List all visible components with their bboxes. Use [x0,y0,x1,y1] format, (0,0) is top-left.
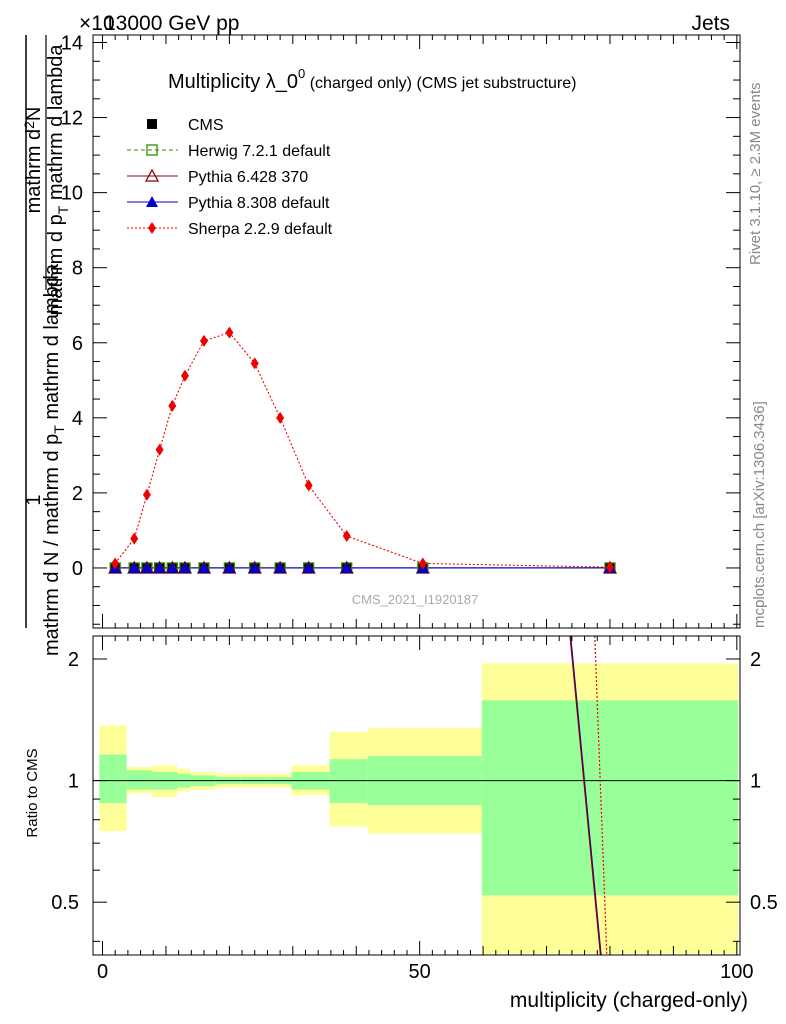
rivet-label: Rivet 3.1.10, ≥ 2.3M events [747,83,764,266]
ratio-plot-area: 0 50 100 0.5 0.5 1 1 2 2 [51,635,778,983]
analysis-watermark: CMS_2021_I1920187 [352,592,479,607]
process-label: Jets [691,12,730,35]
legend: CMS Herwig 7.2.1 default Pythia 6.428 370 P… [127,117,333,238]
legend-label-cms: CMS [188,117,224,134]
legend-label-sherpa-2-2-9-default: Sherpa 2.2.9 default [188,221,333,238]
x-tick-label: 100 [720,961,753,983]
x-tick-label: 0 [97,961,108,983]
y-tick-label: 8 [72,258,83,280]
point-pythia-8-308-default [153,561,166,573]
main-plot-frame [92,34,741,629]
point-pythia-8-308-default [178,561,191,573]
y-tick-label: 10 [61,183,83,205]
ratio-y-tick-label-right: 0.5 [750,892,778,914]
point-sherpa-2-2-9-default [276,411,285,424]
point-sherpa-2-2-9-default [418,557,427,570]
legend-label-pythia-6-428-370: Pythia 6.428 370 [188,169,308,186]
y-tick-label: 12 [61,108,83,130]
legend-marker-herwig-7-2-1-default [146,144,158,156]
legend-marker-pythia-6-428-370 [144,168,160,182]
ylabel-denominator2: mathrm d pT mathrm d lambda [45,44,71,316]
point-sherpa-2-2-9-default [200,334,209,347]
mcplots-label: mcplots.cern.ch [arXiv:1306.3436] [751,401,768,628]
legend-label-pythia-8-308-default: Pythia 8.308 default [188,195,330,212]
point-sherpa-2-2-9-default [155,443,164,456]
y-tick-label: 4 [72,408,83,430]
ratio-y-tick-label: 0.5 [51,892,79,914]
point-sherpa-2-2-9-default [342,530,351,543]
legend-marker-pythia-8-308-default [146,196,158,207]
ratio-y-tick-label-right: 1 [750,771,761,793]
point-sherpa-2-2-9-default [111,557,120,570]
ratio-line-pythia-6-428-370 [569,635,602,956]
point-pythia-8-308-default [302,561,315,573]
series-line-sherpa-2-2-9-default [114,331,610,568]
y-tick-label: 2 [72,483,83,505]
ratio-band-green [99,754,127,804]
point-pythia-8-308-default [140,561,153,573]
y-tick-label: 0 [72,558,83,580]
ratio-y-tick-label-right: 2 [750,649,761,671]
ratio-band-green [481,700,739,896]
legend-marker-sherpa-2-2-9-default [148,222,156,234]
point-pythia-8-308-default [166,561,179,573]
ratio-ylabel: Ratio to CMS [24,748,41,837]
ratio-y-tick-label: 1 [68,771,79,793]
ratio-y-tick-label: 2 [68,649,79,671]
ylabel-numerator2: mathrm d2N [21,107,45,214]
ratio-line-sherpa-2-2-9-default [594,635,608,956]
y-axis-label: 1 mathrm d N / mathrm d pT mathrm d lamb… [21,35,71,656]
point-pythia-8-308-default [198,561,211,573]
point-sherpa-2-2-9-default [250,357,259,370]
point-sherpa-2-2-9-default [225,326,234,339]
ratio-band-green [126,770,152,790]
energy-label: 13000 GeV pp [104,12,239,35]
ylabel-denominator-text: mathrm d N / mathrm d pT mathrm d lambda [41,263,67,656]
x-tick-label: 50 [409,961,431,983]
legend-marker-cms [147,119,157,129]
point-sherpa-2-2-9-default [142,488,151,501]
y-tick-label: 6 [72,333,83,355]
point-pythia-8-308-default [248,561,261,573]
axis-exponent: ×10 [79,12,115,35]
ratio-plot-frame [92,635,741,956]
point-pythia-8-308-default [223,561,236,573]
y-tick-label: 14 [61,33,83,55]
point-sherpa-2-2-9-default [605,561,614,574]
point-pythia-8-308-default [128,561,141,573]
point-pythia-8-308-default [274,561,287,573]
point-sherpa-2-2-9-default [168,399,177,412]
point-pythia-8-308-default [340,561,353,573]
ylabel-numerator: 1 [23,494,45,505]
point-sherpa-2-2-9-default [180,369,189,382]
ratio-line-pythia-8-308-default [570,635,602,956]
data-series [108,326,618,574]
legend-label-herwig-7-2-1-default: Herwig 7.2.1 default [188,143,331,160]
x-axis-label: multiplicity (charged-only) [510,989,748,1012]
main-plot-area: 0 2 4 6 8 10 12 14 [61,33,740,628]
point-sherpa-2-2-9-default [304,479,313,492]
plot-title: Multiplicity λ_00 (charged only) (CMS je… [168,66,576,93]
point-sherpa-2-2-9-default [130,532,139,545]
